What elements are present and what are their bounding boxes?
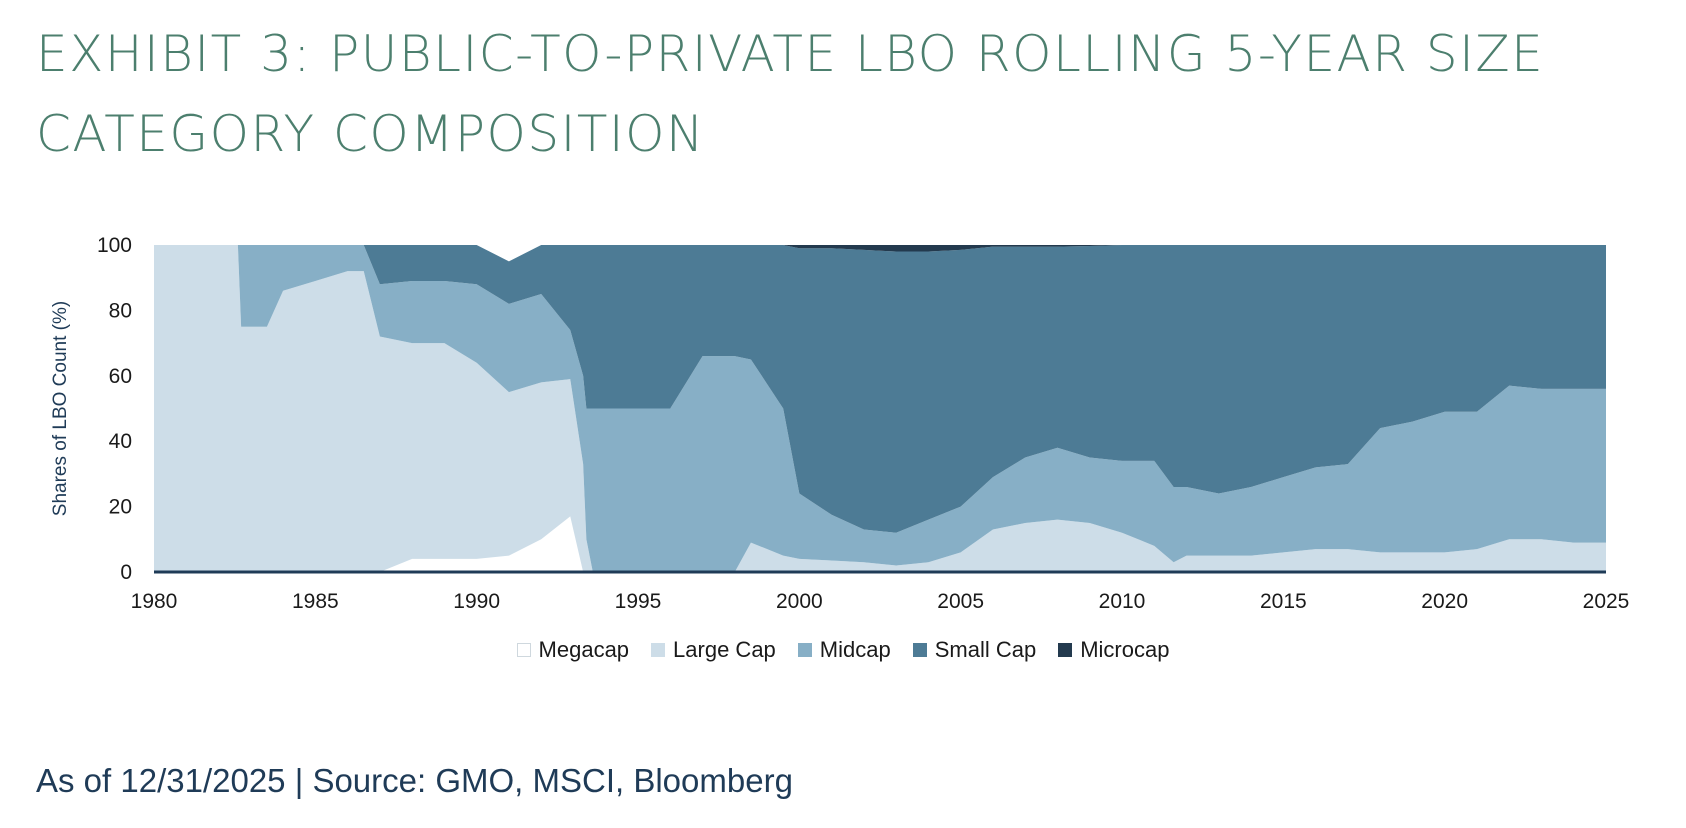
y-tick-label: 20 [109,496,132,519]
x-tick-label: 1990 [453,590,500,613]
legend-item-small-cap: Small Cap [912,637,1037,663]
legend-item-large-cap: Large Cap [651,637,776,663]
x-tick-label: 2025 [1583,590,1630,613]
legend-item-megacap: Megacap [516,637,630,663]
legend-swatch [651,643,666,657]
legend-label: Microcap [1080,637,1170,662]
x-tick-label: 2015 [1260,590,1307,613]
source-note: As of 12/31/2025 | Source: GMO, MSCI, Bl… [36,762,793,799]
area-large-cap [154,245,1606,572]
legend-label: Midcap [819,637,891,662]
x-tick-label: 2020 [1421,590,1468,613]
legend-item-midcap: Midcap [797,637,891,663]
chart-title-line-1: EXHIBIT 3: PUBLIC-TO-PRIVATE LBO ROLLING… [36,25,1545,83]
y-tick-label: 60 [109,365,132,388]
legend-swatch [912,643,927,657]
legend-item-microcap: Microcap [1058,637,1169,663]
chart-title-line-2: CATEGORY COMPOSITION [36,105,705,163]
y-axis-label: Shares of LBO Count (%) [50,301,71,516]
y-tick-label: 80 [109,299,132,322]
legend-label: Megacap [538,637,630,662]
area-small-cap [154,245,1606,533]
legend-swatch [797,643,812,657]
x-axis: 1980 1985 1990 1995 2000 2005 2010 2015 2020 2025 [131,570,1630,613]
x-tick-label: 2010 [1099,590,1146,613]
x-tick-label: 2005 [937,590,984,613]
x-tick-label: 2000 [776,590,823,613]
stacked-area-chart: 1980 1985 1990 1995 2000 2005 2010 2015 2020 2025… [50,234,1630,613]
legend-label: Large Cap [673,637,776,662]
y-tick-label: 0 [120,561,132,584]
chart-title: EXHIBIT 3: PUBLIC-TO-PRIVATE LBO ROLLING… [36,14,1596,174]
series-areas [154,245,1606,572]
x-tick-label: 1985 [292,590,339,613]
x-tick-label: 1995 [615,590,662,613]
y-tick-label: 100 [97,234,132,257]
y-axis: 0 20 40 60 80 100 [97,234,132,584]
area-megacap [154,516,1606,572]
area-midcap [154,245,1606,572]
x-tick-label: 1980 [131,590,178,613]
area-microcap [154,245,1606,262]
legend-swatch [1058,643,1073,657]
y-tick-label: 40 [109,430,132,453]
legend-swatch [516,643,531,657]
legend-label: Small Cap [934,637,1037,662]
chart-legend: Megacap Large Cap Midcap Small Cap Microcap [0,637,1686,663]
